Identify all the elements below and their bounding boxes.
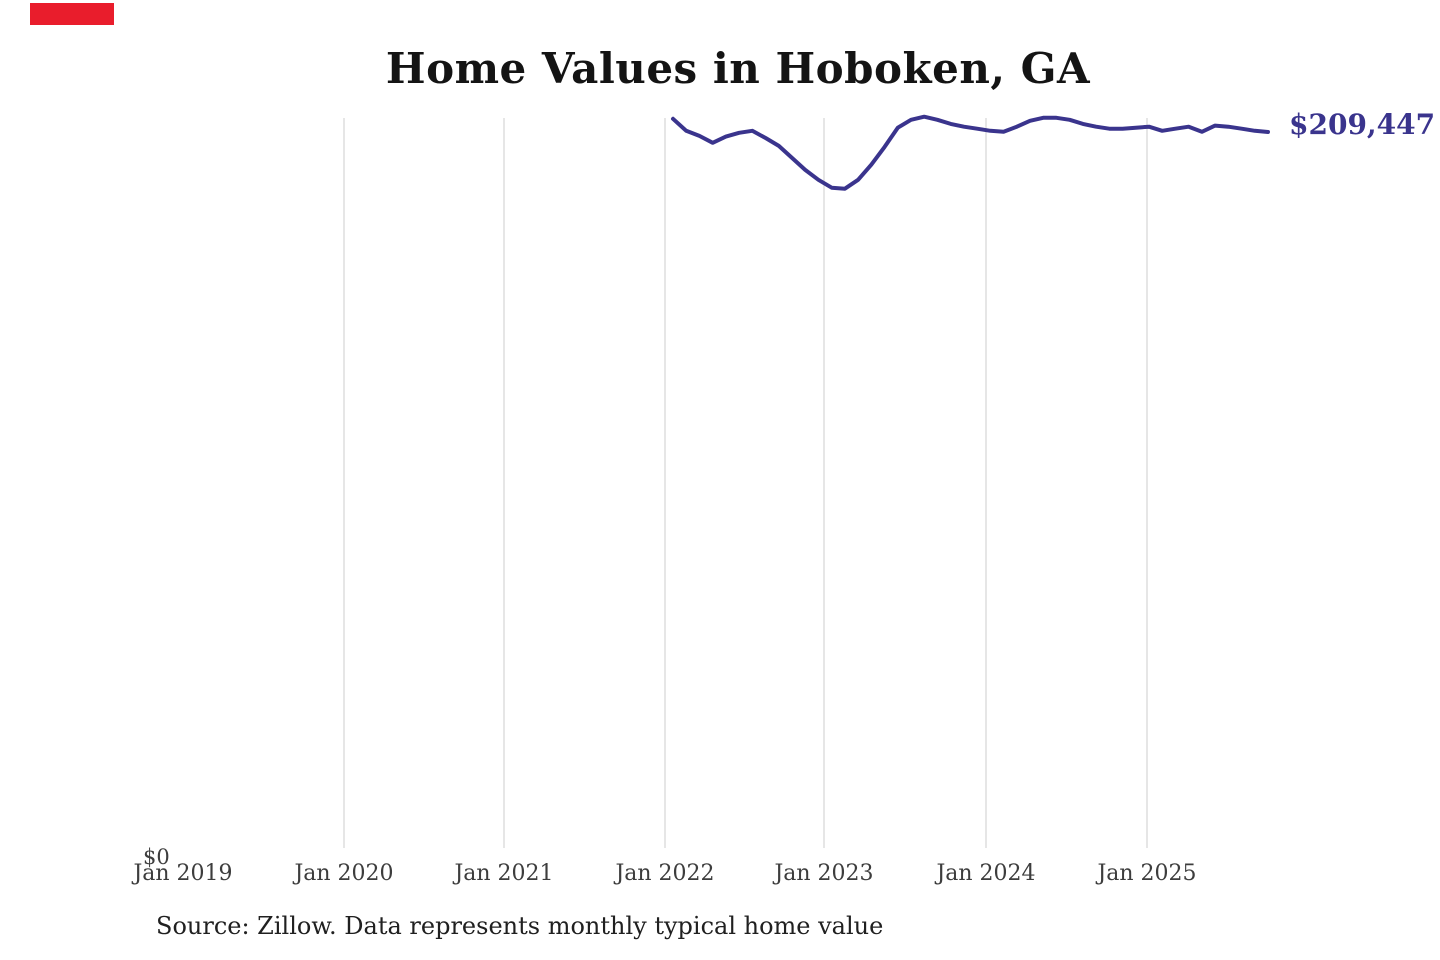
latest-value-annotation: $209,447 xyxy=(1289,108,1436,141)
home-value-series-line xyxy=(671,114,1270,191)
source-attribution: Source: Zillow. Data represents monthly … xyxy=(156,912,884,940)
x-axis-tick-label: Jan 2023 xyxy=(774,861,874,886)
x-axis-tick-label: Jan 2024 xyxy=(936,861,1036,886)
x-axis-tick-label: Jan 2022 xyxy=(615,861,715,886)
x-axis-tick-label: Jan 2020 xyxy=(294,861,394,886)
y-axis-zero-label: $0 xyxy=(143,845,170,869)
brand-logo-block xyxy=(30,3,114,25)
x-axis-tick-label: Jan 2021 xyxy=(454,861,554,886)
x-axis-tick-label: Jan 2025 xyxy=(1097,861,1197,886)
x-axis-tick-label: Jan 2019 xyxy=(133,861,233,886)
chart-title: Home Values in Hoboken, GA xyxy=(385,44,1091,93)
